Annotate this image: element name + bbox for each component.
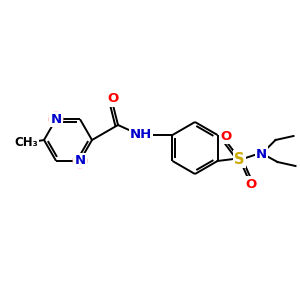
Text: CH₃: CH₃ [14, 136, 38, 148]
Text: N: N [256, 148, 267, 160]
Circle shape [49, 112, 63, 126]
Circle shape [73, 154, 87, 168]
Text: O: O [220, 130, 231, 142]
Text: S: S [234, 152, 245, 166]
Text: N: N [74, 154, 86, 167]
Text: O: O [245, 178, 256, 190]
Text: O: O [107, 92, 118, 106]
Text: NH: NH [130, 128, 152, 140]
Text: N: N [50, 113, 62, 126]
